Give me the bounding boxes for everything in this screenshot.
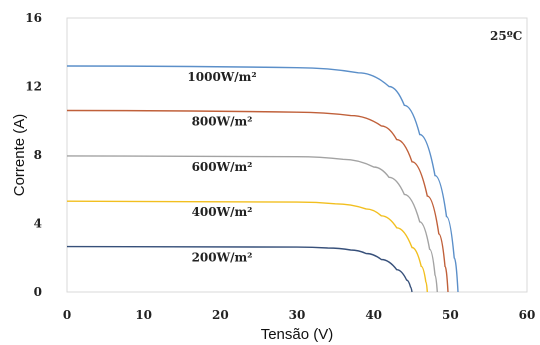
series-labels: 1000W/m² 800W/m² 600W/m² 400W/m² 200W/m²	[187, 70, 256, 265]
plot-area	[66, 17, 528, 293]
plot-frame	[66, 17, 528, 293]
series-line	[66, 65, 459, 293]
series-label: 600W/m²	[192, 160, 253, 174]
x-tick-label: 10	[135, 308, 152, 322]
series-label: 400W/m²	[192, 205, 253, 219]
series-line	[66, 155, 438, 293]
series-label: 200W/m²	[192, 251, 253, 265]
y-tick-label: 16	[25, 11, 42, 25]
x-tick-label: 0	[63, 308, 71, 322]
x-tick-label: 20	[212, 308, 229, 322]
x-axis-ticks: 0 10 20 30 40 50 60	[63, 308, 536, 322]
x-tick-label: 40	[365, 308, 382, 322]
y-axis-ticks: 0 4 8 12 16	[25, 11, 42, 299]
y-tick-label: 0	[34, 285, 42, 299]
x-tick-label: 60	[519, 308, 536, 322]
y-tick-label: 4	[34, 217, 42, 231]
series-label: 1000W/m²	[187, 70, 256, 84]
series-lines	[66, 65, 459, 293]
y-tick-label: 12	[25, 80, 42, 94]
x-tick-label: 50	[442, 308, 459, 322]
x-axis-title: Tensão (V)	[261, 326, 334, 343]
y-tick-label: 8	[34, 148, 42, 162]
series-line	[66, 200, 428, 293]
series-line	[66, 245, 413, 293]
y-axis-title: Corrente (A)	[11, 114, 28, 197]
series-line	[66, 109, 449, 293]
x-tick-label: 30	[289, 308, 306, 322]
series-label: 800W/m²	[192, 114, 253, 128]
temperature-annotation: 25ºC	[490, 29, 522, 43]
